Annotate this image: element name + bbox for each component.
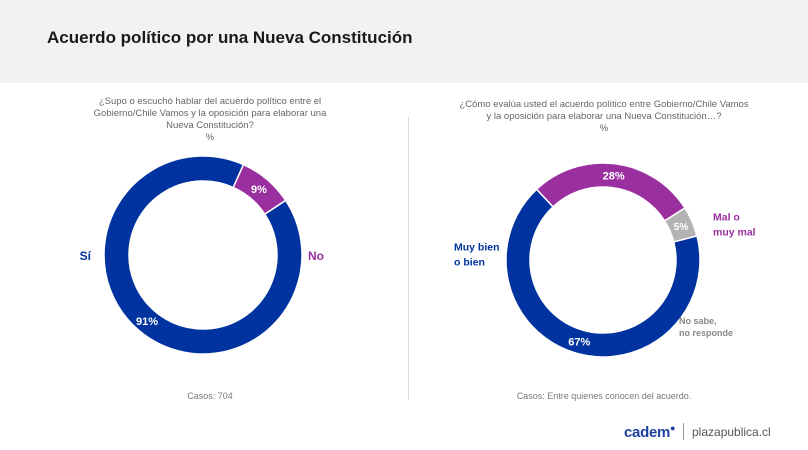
header-bar: Acuerdo político por una Nueva Constituc… <box>0 0 808 83</box>
question-line: ¿Supo o escuchó hablar del acuerdo polít… <box>98 96 322 107</box>
question-line: ¿Cómo evalúa usted el acuerdo político e… <box>459 99 749 110</box>
donut-chart-awareness: 91% Sí 9% No <box>80 155 324 355</box>
casos-note: Casos: Entre quienes conocen del acuerdo… <box>516 391 692 401</box>
slice-category-label: muy mal <box>713 227 756 239</box>
donut-slice <box>505 188 701 358</box>
brand-name: cadem <box>624 424 671 441</box>
question-line: Gobierno/Chile Vamos y la oposición para… <box>93 108 327 119</box>
question-line: % <box>205 132 215 143</box>
question-line: y la oposición para elaborar una Nueva C… <box>486 111 722 122</box>
donut-slice <box>232 163 287 216</box>
chart-panel-evaluation: ¿Cómo evalúa usted el acuerdo político e… <box>409 0 808 450</box>
donut-chart-evaluation: 67% Muy bien o bien 28% Mal o muy mal 5% No sab… <box>454 162 756 358</box>
panel-divider <box>408 117 409 400</box>
slice-category-label: Mal o <box>713 212 740 224</box>
slice-value-label: 5% <box>674 222 689 233</box>
slice-category-label: Sí <box>80 249 92 263</box>
question-line: Nueva Constitución? <box>166 120 254 131</box>
slice-value-label: 28% <box>603 171 625 183</box>
chart-question: ¿Cómo evalúa usted el acuerdo político e… <box>449 99 759 135</box>
question-line: % <box>599 123 609 134</box>
donut-slice <box>663 206 698 243</box>
page-title: Acuerdo político por una Nueva Constituc… <box>47 28 413 47</box>
slice-category-label: No <box>308 249 324 263</box>
chart-question: ¿Supo o escuchó hablar del acuerdo polít… <box>60 96 360 144</box>
cadem-logo: cadem● <box>624 423 675 441</box>
slice-value-label: 91% <box>136 316 158 328</box>
chart-panel-awareness: ¿Supo o escuchó hablar del acuerdo polít… <box>60 96 360 401</box>
slice-value-label: 67% <box>568 337 590 349</box>
slice-category-label: no responde <box>679 328 733 338</box>
slice-category-label: No sabe, <box>679 316 717 326</box>
footer-separator <box>683 423 684 440</box>
donut-slice <box>103 155 303 355</box>
slice-value-label: 9% <box>251 184 267 196</box>
casos-note: Casos: 704 <box>187 391 233 401</box>
logo-dot-icon: ● <box>670 423 676 433</box>
slice-category-label: Muy bien <box>454 242 500 254</box>
slice-category-label: o bien <box>454 257 485 269</box>
footer-site-link: plazapublica.cl <box>692 425 771 439</box>
